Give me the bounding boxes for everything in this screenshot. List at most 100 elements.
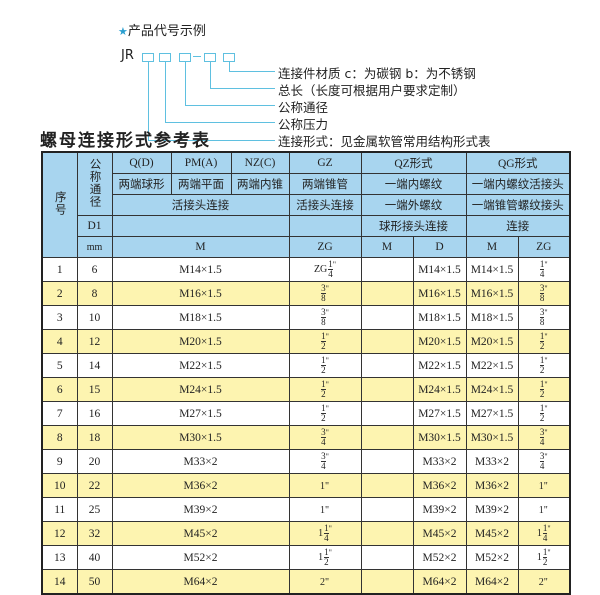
cell-qg-m: M18×1.5 (465, 305, 519, 330)
cell-qg-m: M36×2 (465, 473, 519, 498)
cell-dn: 15 (76, 377, 113, 402)
cell-qg-zg: 3 4 " (517, 449, 571, 474)
cell-qz-d: M36×2 (412, 473, 467, 498)
table-row: 13 40 M52×2 1 1 2 " M52×2 M52×2 1 1 2 " (41, 545, 571, 570)
header-qd-desc: 两端球形 (111, 173, 172, 195)
cell-qg-m: M33×2 (465, 449, 519, 474)
table-row: 9 20 M33×2 3 4 " M33×2 M33×2 3 4 " (41, 449, 571, 474)
fraction-denominator: 8 (539, 293, 545, 303)
fraction-whole: 1 (536, 528, 542, 540)
header-qg-desc2: 一端锥管螺纹接头 (465, 194, 571, 216)
cell-qz-m (360, 329, 414, 354)
table-body: 1 6 M14×1.5 ZG 1 4 " M14×1.5 M14×1.5 1 4 " 2 8 M16×1.5… (41, 257, 571, 595)
table-row: 5 14 M22×1.5 1 2 " M22×1.5 M22×1.5 1 2 " (41, 353, 571, 378)
fraction-numerator: 3 (321, 427, 326, 438)
cell-zg: ZG 1 4 " (288, 257, 362, 282)
cell-qg-zg: 3 4 " (517, 425, 571, 450)
cell-qz-d: M16×1.5 (412, 281, 467, 306)
cell-m: M33×2 (111, 449, 290, 474)
cell-qg-m: M64×2 (465, 569, 519, 595)
cell-qz-m (360, 353, 414, 378)
cell-m: M24×1.5 (111, 377, 290, 402)
cell-m: M36×2 (111, 473, 290, 498)
header-gz-union: 活接头连接 (288, 194, 362, 216)
cell-qg-m: M39×2 (465, 497, 519, 522)
cell-qz-m (360, 377, 414, 402)
fraction-numerator: 3 (539, 451, 545, 462)
cell-qz-m (360, 425, 414, 450)
fraction-denominator: 2 (539, 365, 545, 375)
fraction-denominator: 4 (539, 437, 545, 447)
example-title: ★产品代号示例 (118, 20, 206, 39)
cell-no: 3 (41, 305, 78, 330)
cell-qg-m: M45×2 (465, 521, 519, 546)
cell-m: M64×2 (111, 569, 290, 595)
header-qz-d: D (412, 236, 467, 258)
fraction-numerator: 1 (539, 259, 545, 270)
leader-line (229, 71, 275, 72)
inch-mark: " (544, 428, 548, 437)
fraction-numerator: 3 (321, 307, 326, 318)
fraction-numerator: 1 (539, 355, 545, 366)
cell-dn: 40 (76, 545, 113, 570)
cell-qz-d: M14×1.5 (412, 257, 467, 282)
cell-qz-m (360, 281, 414, 306)
cell-qz-d: M52×2 (412, 545, 467, 570)
leader-line (165, 122, 275, 123)
cell-qg-zg: 1 2 " (517, 353, 571, 378)
leader-line (210, 62, 211, 89)
cell-qz-d: M30×1.5 (412, 425, 467, 450)
fraction-numerator: 3 (539, 307, 545, 318)
cell-qz-m (360, 305, 414, 330)
code-prefix: JR (121, 48, 134, 63)
fraction-numerator: 3 (539, 283, 545, 294)
inch-mark: " (547, 548, 551, 557)
table-row: 10 22 M36×2 1" M36×2 M36×2 1" (41, 473, 571, 498)
header-m: M (111, 236, 290, 258)
cell-dn: 22 (76, 473, 113, 498)
inch-mark: " (544, 284, 548, 293)
cell-m: M45×2 (111, 521, 290, 546)
inch-mark: " (325, 428, 329, 437)
cell-zg: 1" (288, 497, 362, 522)
leader-line (210, 88, 275, 89)
cell-zg: 2" (288, 569, 362, 595)
fraction-numerator: 3 (321, 283, 326, 294)
cell-dn: 20 (76, 449, 113, 474)
cell-no: 4 (41, 329, 78, 354)
fraction-numerator: 1 (539, 403, 545, 414)
cell-qz-m (360, 521, 414, 546)
cell-qg-m: M52×2 (465, 545, 519, 570)
cell-zg: 1 2 " (288, 377, 362, 402)
fraction-denominator: 4 (321, 461, 326, 471)
cell-no: 5 (41, 353, 78, 378)
header-qz-m: M (360, 236, 414, 258)
cell-qg-m: M30×1.5 (465, 425, 519, 450)
cell-qg-zg: 1 4 " (517, 257, 571, 282)
inch-mark: " (332, 260, 337, 269)
fraction-numerator: 1 (539, 331, 545, 342)
inch-mark: " (325, 452, 329, 461)
code-dash (193, 56, 201, 57)
code-box-material (223, 53, 235, 62)
cell-dn: 8 (76, 281, 113, 306)
inch-mark: " (328, 524, 332, 533)
cell-m: M22×1.5 (111, 353, 290, 378)
inch-mark: " (325, 404, 329, 413)
cell-qz-d: M45×2 (412, 521, 467, 546)
label-diameter: 公称通径 (278, 100, 329, 115)
cell-zg: 1 2 " (288, 329, 362, 354)
fraction-numerator: 1 (328, 259, 333, 270)
inch-mark: " (325, 380, 329, 389)
cell-dn: 10 (76, 305, 113, 330)
fraction-numerator: 1 (539, 379, 545, 390)
leader-line (185, 62, 186, 106)
fraction-numerator: 1 (542, 547, 548, 558)
nut-connection-table: 序号 公称通径 Q(D) PM(A) NZ(C) GZ QZ形式 QG形式 两端… (41, 151, 571, 595)
fraction-whole: 1 (318, 552, 324, 564)
header-pm: PM(A) (170, 151, 232, 174)
